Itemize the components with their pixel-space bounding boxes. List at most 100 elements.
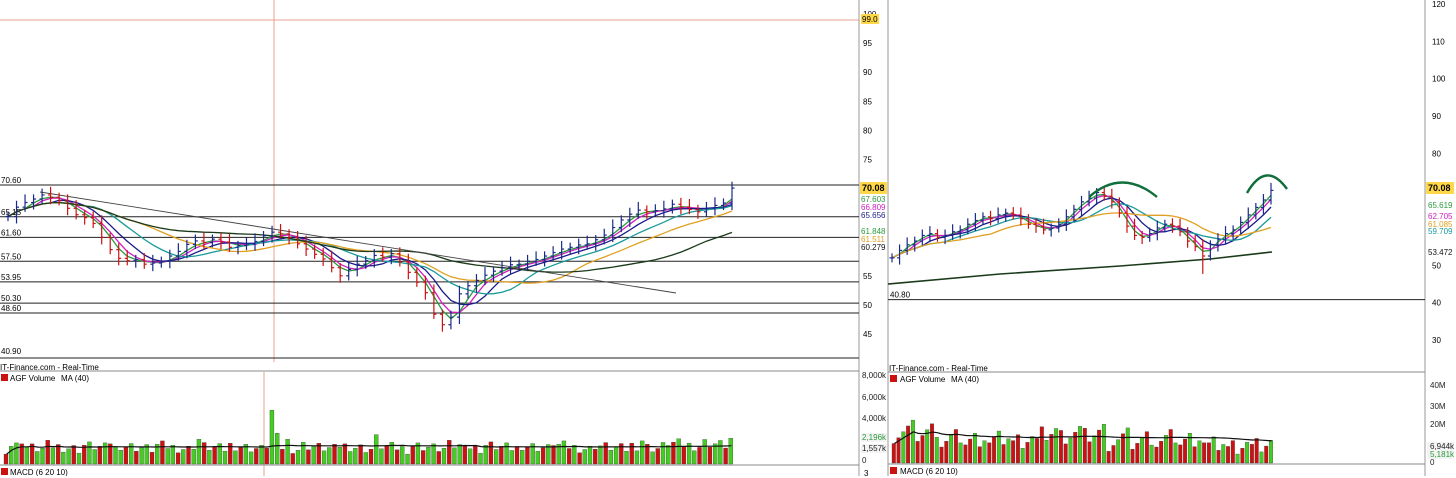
right-price-bar — [1025, 214, 1031, 229]
right-price-bar — [1041, 218, 1047, 235]
right-volume-bar — [1192, 446, 1197, 464]
right-volume-ma-line — [894, 431, 1272, 445]
right-volume-bar — [1254, 438, 1259, 464]
left-price-bar — [303, 235, 309, 257]
left-level-label: 70.60 — [1, 176, 22, 185]
left-price-bar — [141, 253, 147, 269]
right-volume-bar — [1030, 436, 1035, 464]
left-volume-bar — [66, 448, 71, 465]
left-price-tick: 50 — [863, 301, 872, 310]
left-price-bar — [107, 232, 113, 255]
right-price-bar — [972, 213, 978, 231]
left-volume-bar — [14, 442, 19, 465]
left-price-bar — [610, 219, 616, 243]
left-price-bar — [31, 194, 37, 210]
left-price-bar — [542, 251, 548, 267]
right-volume-bar — [1259, 451, 1264, 464]
right-last-price-box — [1426, 182, 1454, 194]
right-volume-bar — [1039, 426, 1044, 464]
right-volume-bar — [1159, 441, 1164, 464]
left-volume-bar — [29, 443, 35, 465]
left-volume-bar — [520, 449, 525, 465]
left-price-bar — [533, 251, 539, 266]
left-volume-bar — [447, 440, 452, 465]
left-price-axis-ticks: 1009590858075555045 — [863, 10, 877, 339]
left-volume-bar — [306, 449, 311, 465]
right-price-bar — [942, 229, 948, 245]
right-ma-orange-line[interactable] — [891, 212, 1272, 259]
left-volume-bar — [473, 445, 478, 465]
left-ma-teal-line[interactable] — [7, 201, 733, 295]
right-volume-bar — [1054, 428, 1059, 464]
right-price-bar — [1018, 207, 1024, 226]
left-volume-bar — [525, 446, 530, 465]
left-top-marker-box — [861, 14, 879, 24]
right-ma-teal-line[interactable] — [891, 203, 1272, 259]
left-volume-bar — [165, 448, 170, 465]
left-volume-label: AGF Volume — [10, 374, 56, 383]
right-volume-bar — [915, 441, 920, 464]
left-volume-bar — [405, 453, 410, 465]
left-price-bar — [73, 200, 79, 220]
right-price-bar — [957, 225, 963, 239]
left-volume-bar — [50, 447, 56, 465]
left-price-bar — [48, 186, 54, 205]
left-price-bar — [508, 256, 514, 275]
left-macd-legend-swatch — [1, 468, 8, 475]
right-volume-bar — [1140, 437, 1145, 464]
left-ma-navy-line[interactable] — [7, 199, 733, 306]
left-volume-bar — [347, 451, 353, 465]
left-volume-bar — [123, 446, 129, 465]
left-volume-bar — [92, 449, 97, 465]
right-price-bar — [1207, 240, 1213, 261]
left-price-bar — [286, 229, 292, 245]
right-volume-bar — [1168, 429, 1173, 464]
left-volume-bar — [207, 449, 212, 465]
right-price-bar — [980, 212, 986, 226]
left-ma-magenta-line[interactable] — [7, 197, 733, 314]
right-source-label: IT-Finance.com - Real-Time — [889, 364, 988, 373]
right-volume-bar — [963, 444, 968, 464]
left-trendline[interactable] — [39, 191, 677, 294]
right-last-price: 70.08 — [1428, 183, 1451, 193]
left-volume-bar — [217, 443, 222, 465]
right-volume-bar — [987, 442, 992, 464]
left-level-label: 48.60 — [1, 304, 22, 313]
right-volume-bar — [968, 438, 973, 464]
left-volume-bar — [671, 441, 676, 465]
left-ma-orange-line[interactable] — [7, 201, 733, 284]
right-volume-bar — [925, 429, 930, 464]
left-volume-bar — [9, 446, 14, 465]
right-ma-value-tag: 59.709 — [1428, 227, 1453, 236]
left-volume-bar — [650, 451, 655, 465]
left-volume-bar — [645, 444, 650, 465]
left-volume-bar — [337, 447, 342, 465]
left-volume-bar — [379, 448, 384, 465]
right-price-bar — [1238, 216, 1244, 235]
right-price-bar — [1048, 223, 1054, 237]
left-price-bar — [644, 205, 650, 219]
right-price-tick: 120 — [1432, 0, 1446, 9]
left-price-bar — [39, 188, 45, 204]
right-volume-bar — [1058, 430, 1063, 464]
left-volume-bar — [629, 443, 634, 465]
left-volume-bar — [415, 442, 421, 465]
right-volume-ma-label: MA (40) — [951, 375, 979, 384]
right-volume-bar — [1049, 434, 1054, 464]
right-ma-navy-line[interactable] — [891, 197, 1272, 259]
left-volume-bar — [394, 449, 400, 465]
left-price-bar — [201, 232, 207, 250]
right-volume-bar — [1197, 440, 1202, 464]
right-volume-bar — [1249, 444, 1254, 464]
right-ma-black-line[interactable] — [887, 251, 1273, 285]
right-price-bar — [1192, 235, 1198, 252]
left-volume-bar — [264, 448, 269, 465]
right-price-bar — [919, 229, 925, 246]
right-shoulder-arc-right — [1245, 174, 1288, 194]
left-volume-bar — [410, 446, 415, 465]
right-price-bar — [1010, 207, 1016, 220]
left-ma-black-line[interactable] — [7, 201, 733, 273]
right-price-bar — [1101, 186, 1107, 201]
